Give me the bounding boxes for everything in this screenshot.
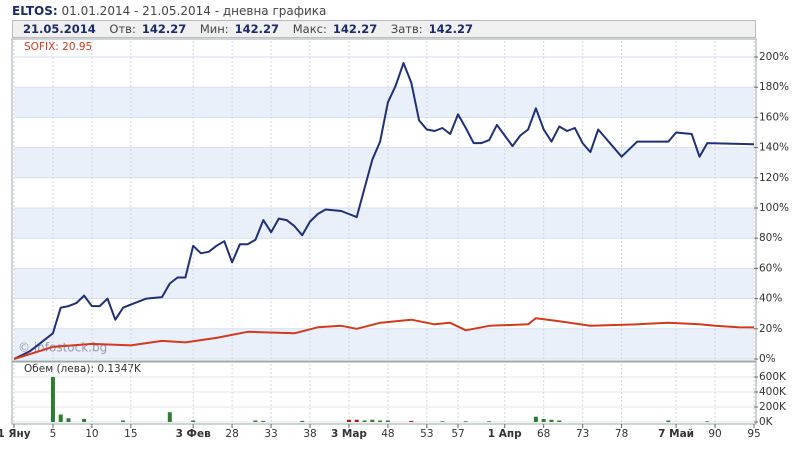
volume-bar [370,419,375,422]
volume-bar [121,420,126,422]
volume-bar [557,420,562,422]
x-tick-label: 5 [50,428,57,440]
y-tick-label: 180% [759,81,789,93]
y-tick-label: 120% [759,172,789,184]
x-tick-label: 3 Мар [331,428,367,440]
y-tick-label: 80% [759,232,782,244]
volume-bar [191,420,196,422]
field-label: Затв: [390,22,423,36]
period: 01.01.2014 - 21.05.2014 - дневна графика [61,4,327,18]
field: Отв: 142.27 [109,21,186,37]
x-tick-label: 68 [537,428,550,440]
watermark: © infostock.bg [18,341,107,355]
field: Мин: 142.27 [200,21,279,37]
volume-bar [541,419,546,422]
y-tick-label: 140% [759,142,789,154]
y-tick-label: 0% [759,353,776,365]
x-tick-label: 90 [708,428,721,440]
volume-bar [463,421,468,422]
volume-bar [440,421,445,422]
volume-bar [66,418,71,422]
y-tick-label: 200K [759,401,787,413]
field: Макс: 142.27 [293,21,378,37]
y-tick-label: 0K [759,416,774,428]
x-tick-label: 28 [225,428,238,440]
field-label: Макс: [292,22,327,36]
info-row: 21.05.2014 Отв: 142.27 Мин: 142.27 Макс: 14… [12,20,756,38]
x-tick-label: 48 [381,428,394,440]
x-tick-label: 95 [747,428,760,440]
volume-bar [666,420,671,422]
volume-bar [346,419,351,422]
volume-bar [549,419,554,422]
volume-bar [385,420,390,422]
volume-bar [409,420,414,422]
field-value: 142.27 [332,22,378,36]
volume-frame [11,361,757,425]
title-row: ELTOS: 01.01.2014 - 21.05.2014 - дневна … [12,4,326,18]
x-tick-label: 73 [576,428,589,440]
y-tick-label: 100% [759,202,789,214]
x-tick-label: 15 [124,428,137,440]
x-tick-label: 10 [85,428,98,440]
volume-bar [300,420,305,422]
y-tick-label: 60% [759,262,782,274]
y-tick-label: 160% [759,111,789,123]
volume-bar [58,414,63,422]
volume-bar [487,421,492,422]
field: Затв: 142.27 [391,21,473,37]
y-tick-label: 400K [759,386,787,398]
field-label: Мин: [199,22,229,36]
line-series [13,317,755,360]
y-tick-label: 20% [759,323,782,335]
stripe [14,328,754,359]
volume-bar [261,420,266,422]
x-tick-label: 57 [451,428,464,440]
x-tick-label: 3 Фев [176,428,211,440]
field-value: 142.27 [141,22,187,36]
x-tick-label: 7 Май [658,428,694,440]
volume-title: Обем (лева): 0.1347K [24,363,142,375]
volume-bar [82,419,87,422]
field-label: Отв: [109,22,136,36]
header: ELTOS: 01.01.2014 - 21.05.2014 - дневна … [0,0,792,38]
field-value: 142.27 [234,22,280,36]
y-tick-label: 600K [759,371,787,383]
x-tick-label: 38 [303,428,316,440]
stripe [14,87,754,118]
y-tick-label: 40% [759,293,782,305]
stripe [14,268,754,299]
x-tick-label: 78 [615,428,628,440]
x-tick-label: 53 [420,428,433,440]
volume-bar [705,421,710,422]
volume-bar [354,419,359,422]
stripe [14,147,754,178]
volume-bar [253,420,258,422]
x-tick-label: 1 Апр [488,428,522,440]
line-series [13,62,755,360]
volume-bar [378,420,383,422]
field-value: 142.27 [428,22,474,36]
x-tick-label: 1 Яну [0,428,31,440]
legend-entry: SOFIX: 20.95 [24,41,92,53]
x-tick-label: 33 [264,428,277,440]
ticker: ELTOS: [12,4,58,18]
volume-bar [533,416,538,422]
volume-bar [362,420,367,422]
y-tick-label: 200% [759,51,789,63]
date: 21.05.2014 [23,22,96,36]
volume-bar [167,412,172,422]
volume-bar [50,377,55,422]
stripe [14,208,754,239]
